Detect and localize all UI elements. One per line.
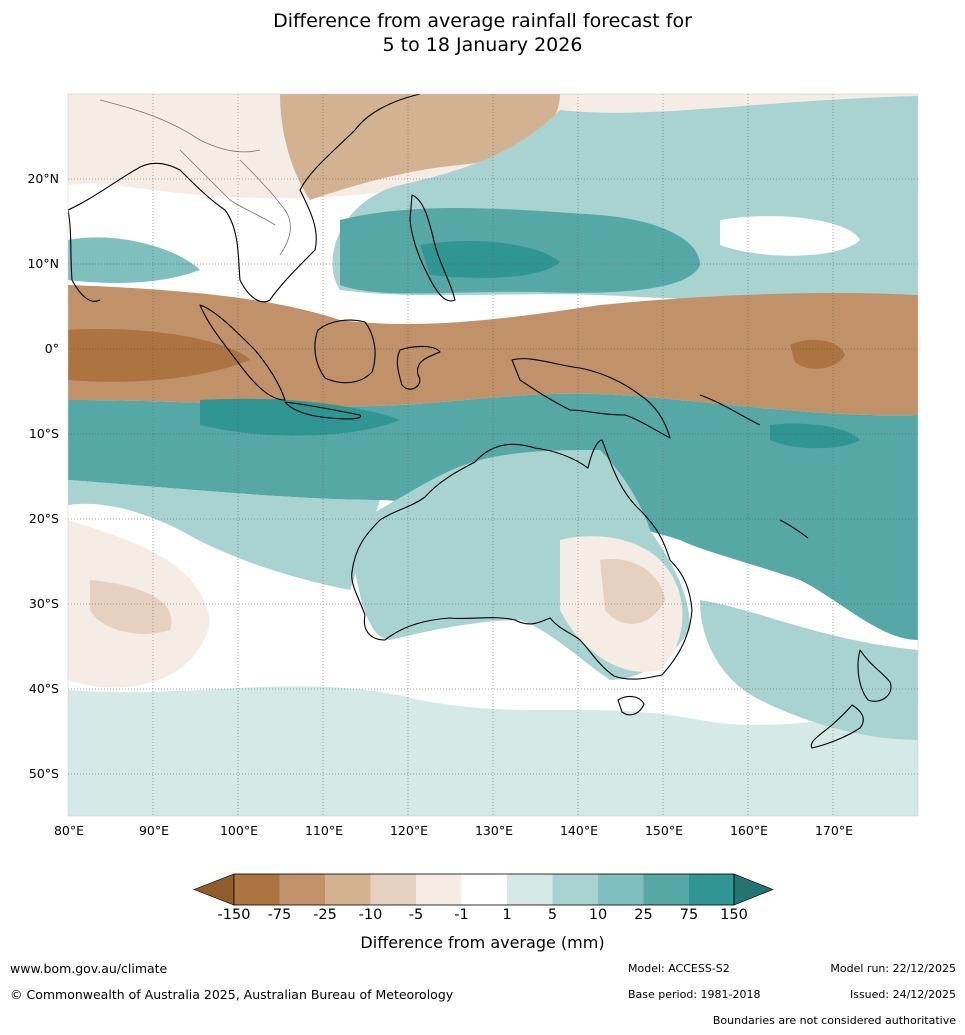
sulawesi-coastline [396, 345, 441, 390]
colorbar-tick: 10 [588, 907, 608, 923]
colorbar-tick: -1 [454, 907, 469, 923]
tasmania-coastline [617, 695, 645, 716]
bay-of-bengal-wet [68, 237, 200, 283]
lon-label-110e: 110°E [304, 823, 343, 838]
model-name: Model: ACCESS-S2 [628, 962, 730, 975]
colorbar-tick: 1 [502, 907, 512, 923]
new-zealand-south-coastline [810, 704, 864, 749]
lat-label-20n: 20°N [27, 171, 59, 186]
colorbar-tick: -25 [313, 907, 337, 923]
east-australia-dry-core [600, 559, 665, 624]
colorbar-low-extend [193, 873, 235, 906]
colorbar-segment [279, 874, 325, 905]
pacific-dry-patch [720, 216, 860, 256]
philippines-coastline [409, 194, 456, 302]
equatorial-core-dry [68, 329, 250, 382]
colorbar-tick: -75 [267, 907, 292, 923]
copyright-text: © Commonwealth of Australia 2025, Austra… [10, 987, 454, 1002]
lat-label-30s: 30°S [28, 596, 59, 611]
colorbar-segment [234, 874, 280, 905]
colorbar-tick: 150 [720, 907, 748, 923]
issued-date: Issued: 24/12/2025 [849, 988, 956, 1001]
colorbar-tick: 75 [679, 907, 699, 923]
boundary-disclaimer: Boundaries are not considered authoritat… [712, 1014, 956, 1027]
solomon-islands-coastline [699, 394, 761, 426]
lat-label-equator: 0° [44, 341, 59, 356]
timor-sea-core-wet [200, 398, 400, 436]
base-period: Base period: 1981-2018 [628, 988, 761, 1001]
colorbar-tick: -10 [358, 907, 383, 923]
lat-label-40s: 40°S [28, 681, 59, 696]
lat-label-20s: 20°S [28, 511, 59, 526]
lon-label-140e: 140°E [559, 823, 598, 838]
colorbar-segment [643, 874, 689, 905]
china-dry-region [280, 94, 560, 200]
sumatra-coastline [199, 304, 286, 401]
lon-label-130e: 130°E [474, 823, 513, 838]
map-title-line-1: Difference from average rainfall forecas… [273, 10, 692, 32]
colorbar-tick: 5 [547, 907, 558, 923]
colorbar-segment [416, 874, 462, 905]
lon-label-170e: 170°E [814, 823, 853, 838]
colorbar-segment [598, 874, 644, 905]
indian-ocean-wet-fringe [68, 480, 380, 590]
equatorial-dry-band [68, 285, 918, 416]
colorbar-tick: 25 [634, 907, 653, 923]
lon-label-120e: 120°E [389, 823, 428, 838]
lon-label-100e: 100°E [219, 823, 258, 838]
borneo-coastline [314, 319, 376, 384]
colorbar-tick: -5 [408, 907, 424, 923]
lon-label-90e: 90°E [138, 823, 170, 838]
tasman-wet [700, 600, 918, 740]
southern-dry-patch [90, 580, 172, 634]
colorbar-segment [370, 874, 416, 905]
colorbar-segment [325, 874, 371, 905]
lat-label-50s: 50°S [28, 766, 59, 781]
india-coastline [68, 209, 101, 302]
colorbar-label: Difference from average (mm) [360, 933, 605, 952]
model-run-date: Model run: 22/12/2025 [830, 962, 956, 975]
pacific-core-dry [790, 339, 845, 369]
australia-coastline [351, 439, 693, 680]
lon-label-160e: 160°E [729, 823, 768, 838]
colorbar-segment [507, 874, 553, 905]
website-link[interactable]: www.bom.gov.au/climate [10, 961, 168, 976]
java-coastline [284, 401, 362, 420]
colorbar-tick: -150 [217, 907, 251, 923]
philippines-core-wet [420, 241, 560, 278]
lat-label-10n: 10°N [27, 256, 59, 271]
colorbar-segment [461, 874, 507, 905]
new-zealand-north-coastline [857, 649, 892, 702]
map-title-line-2: 5 to 18 January 2026 [382, 34, 583, 56]
new-guinea-coastline [511, 358, 671, 439]
coral-sea-core-wet [770, 423, 860, 449]
colorbar-segment [689, 874, 734, 905]
colorbar-segment [552, 874, 598, 905]
asia-coastline [68, 94, 421, 303]
colorbar-high-extend [733, 873, 774, 906]
new-caledonia-coastline [779, 519, 809, 539]
lon-label-80e: 80°E [53, 823, 85, 838]
lat-label-10s: 10°S [28, 426, 59, 441]
lon-label-150e: 150°E [644, 823, 683, 838]
